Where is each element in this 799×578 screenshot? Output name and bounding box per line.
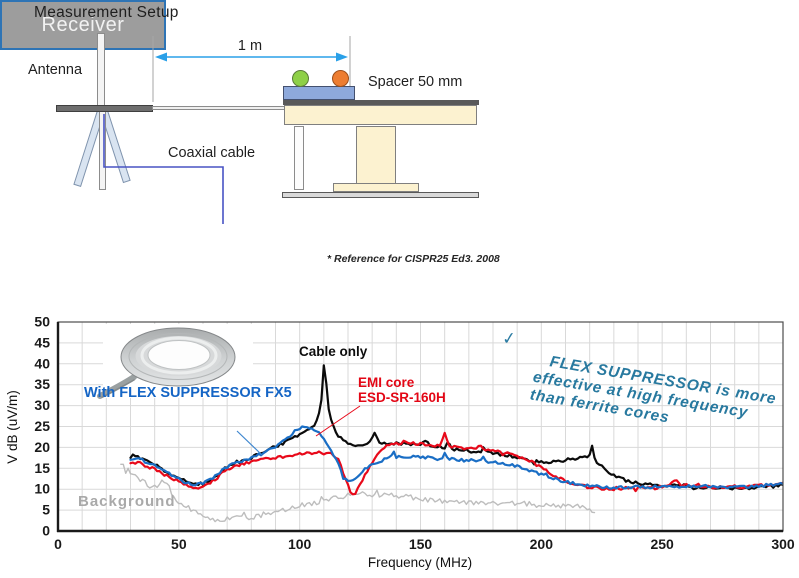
emi-core-label-line1: EMI core	[358, 375, 415, 390]
flex-suppressor-coil-image	[97, 324, 253, 399]
coax-cable-line	[103, 114, 224, 224]
emi-core-leader-line	[315, 405, 361, 437]
chart-gridlines	[58, 322, 783, 531]
diagram-title: Measurement Setup	[34, 4, 179, 21]
emi-core-label-line2: ESD-SR-160H	[358, 390, 446, 405]
reference-note: * Reference for CISPR25 Ed3. 2008	[327, 253, 500, 265]
svg-text:0: 0	[42, 523, 50, 539]
svg-text:20: 20	[34, 439, 50, 455]
measurement-setup-diagram: Measurement Setup Antenna Coaxial cable …	[0, 0, 500, 265]
callout-note: FLEX SUPPRESSOR is more effective at hig…	[529, 353, 778, 426]
plot-frame	[56, 321, 784, 533]
flex-suppressor-leader-line	[236, 430, 263, 456]
table-pedestal-base	[333, 183, 419, 192]
svg-text:200: 200	[530, 536, 554, 552]
svg-text:25: 25	[34, 418, 50, 434]
y-axis-tick-labels: 0 5 10 15 20 25 30 35 40 45 50	[34, 314, 50, 539]
distance-label: 1 m	[237, 38, 263, 54]
cable-under-test	[152, 106, 285, 110]
antenna-label: Antenna	[28, 62, 83, 78]
receiver-label: Receiver	[41, 13, 125, 36]
series-with-flex-suppressor-fx5	[129, 425, 783, 490]
antenna-mast	[97, 33, 105, 112]
x-axis-tick-labels: 0 50 100 150 200 250 300	[54, 536, 795, 552]
series-background	[120, 463, 596, 523]
floor-bar	[282, 192, 479, 198]
svg-text:5: 5	[42, 502, 50, 518]
svg-text:250: 250	[650, 536, 674, 552]
svg-text:45: 45	[34, 334, 50, 350]
tripod-center-pole	[99, 111, 106, 190]
y-axis-title: V dB (uV/m)	[5, 390, 20, 464]
table-left-leg	[294, 126, 304, 190]
svg-text:300: 300	[771, 536, 795, 552]
checkmark-icon: ✓	[501, 328, 517, 348]
svg-text:50: 50	[34, 314, 50, 330]
x-axis-title: Frequency (MHz)	[368, 555, 472, 570]
svg-text:15: 15	[34, 460, 50, 476]
cable-only-label: Cable only	[299, 344, 368, 359]
spacer-board	[283, 86, 355, 100]
spacer-label: Spacer 50 mm	[368, 74, 463, 90]
svg-text:30: 30	[34, 397, 50, 413]
svg-text:35: 35	[34, 376, 50, 392]
flex-suppressor-label: With FLEX SUPPRESSOR FX5	[84, 385, 292, 401]
receiver-box: Receiver	[0, 0, 166, 50]
table-top	[284, 105, 477, 125]
chart-series	[120, 364, 783, 523]
coaxial-cable-label: Coaxial cable	[168, 145, 256, 161]
table-ground-plane	[283, 100, 479, 105]
dut-orange-marker	[332, 70, 349, 87]
emi-chart: 0 50 100 150 200 250 300 05101520253035404550 …	[5, 314, 795, 571]
svg-text:40: 40	[34, 355, 50, 371]
svg-text:0: 0	[54, 536, 62, 552]
svg-text:50: 50	[171, 536, 187, 552]
background-label: Background	[78, 493, 176, 510]
dut-green-marker	[292, 70, 309, 87]
series-emi-core-esd-sr-160h	[129, 431, 783, 496]
table-pedestal	[356, 126, 396, 185]
svg-text:100: 100	[288, 536, 312, 552]
svg-text:150: 150	[409, 536, 433, 552]
svg-text:10: 10	[34, 481, 50, 497]
antenna-element	[56, 105, 153, 112]
